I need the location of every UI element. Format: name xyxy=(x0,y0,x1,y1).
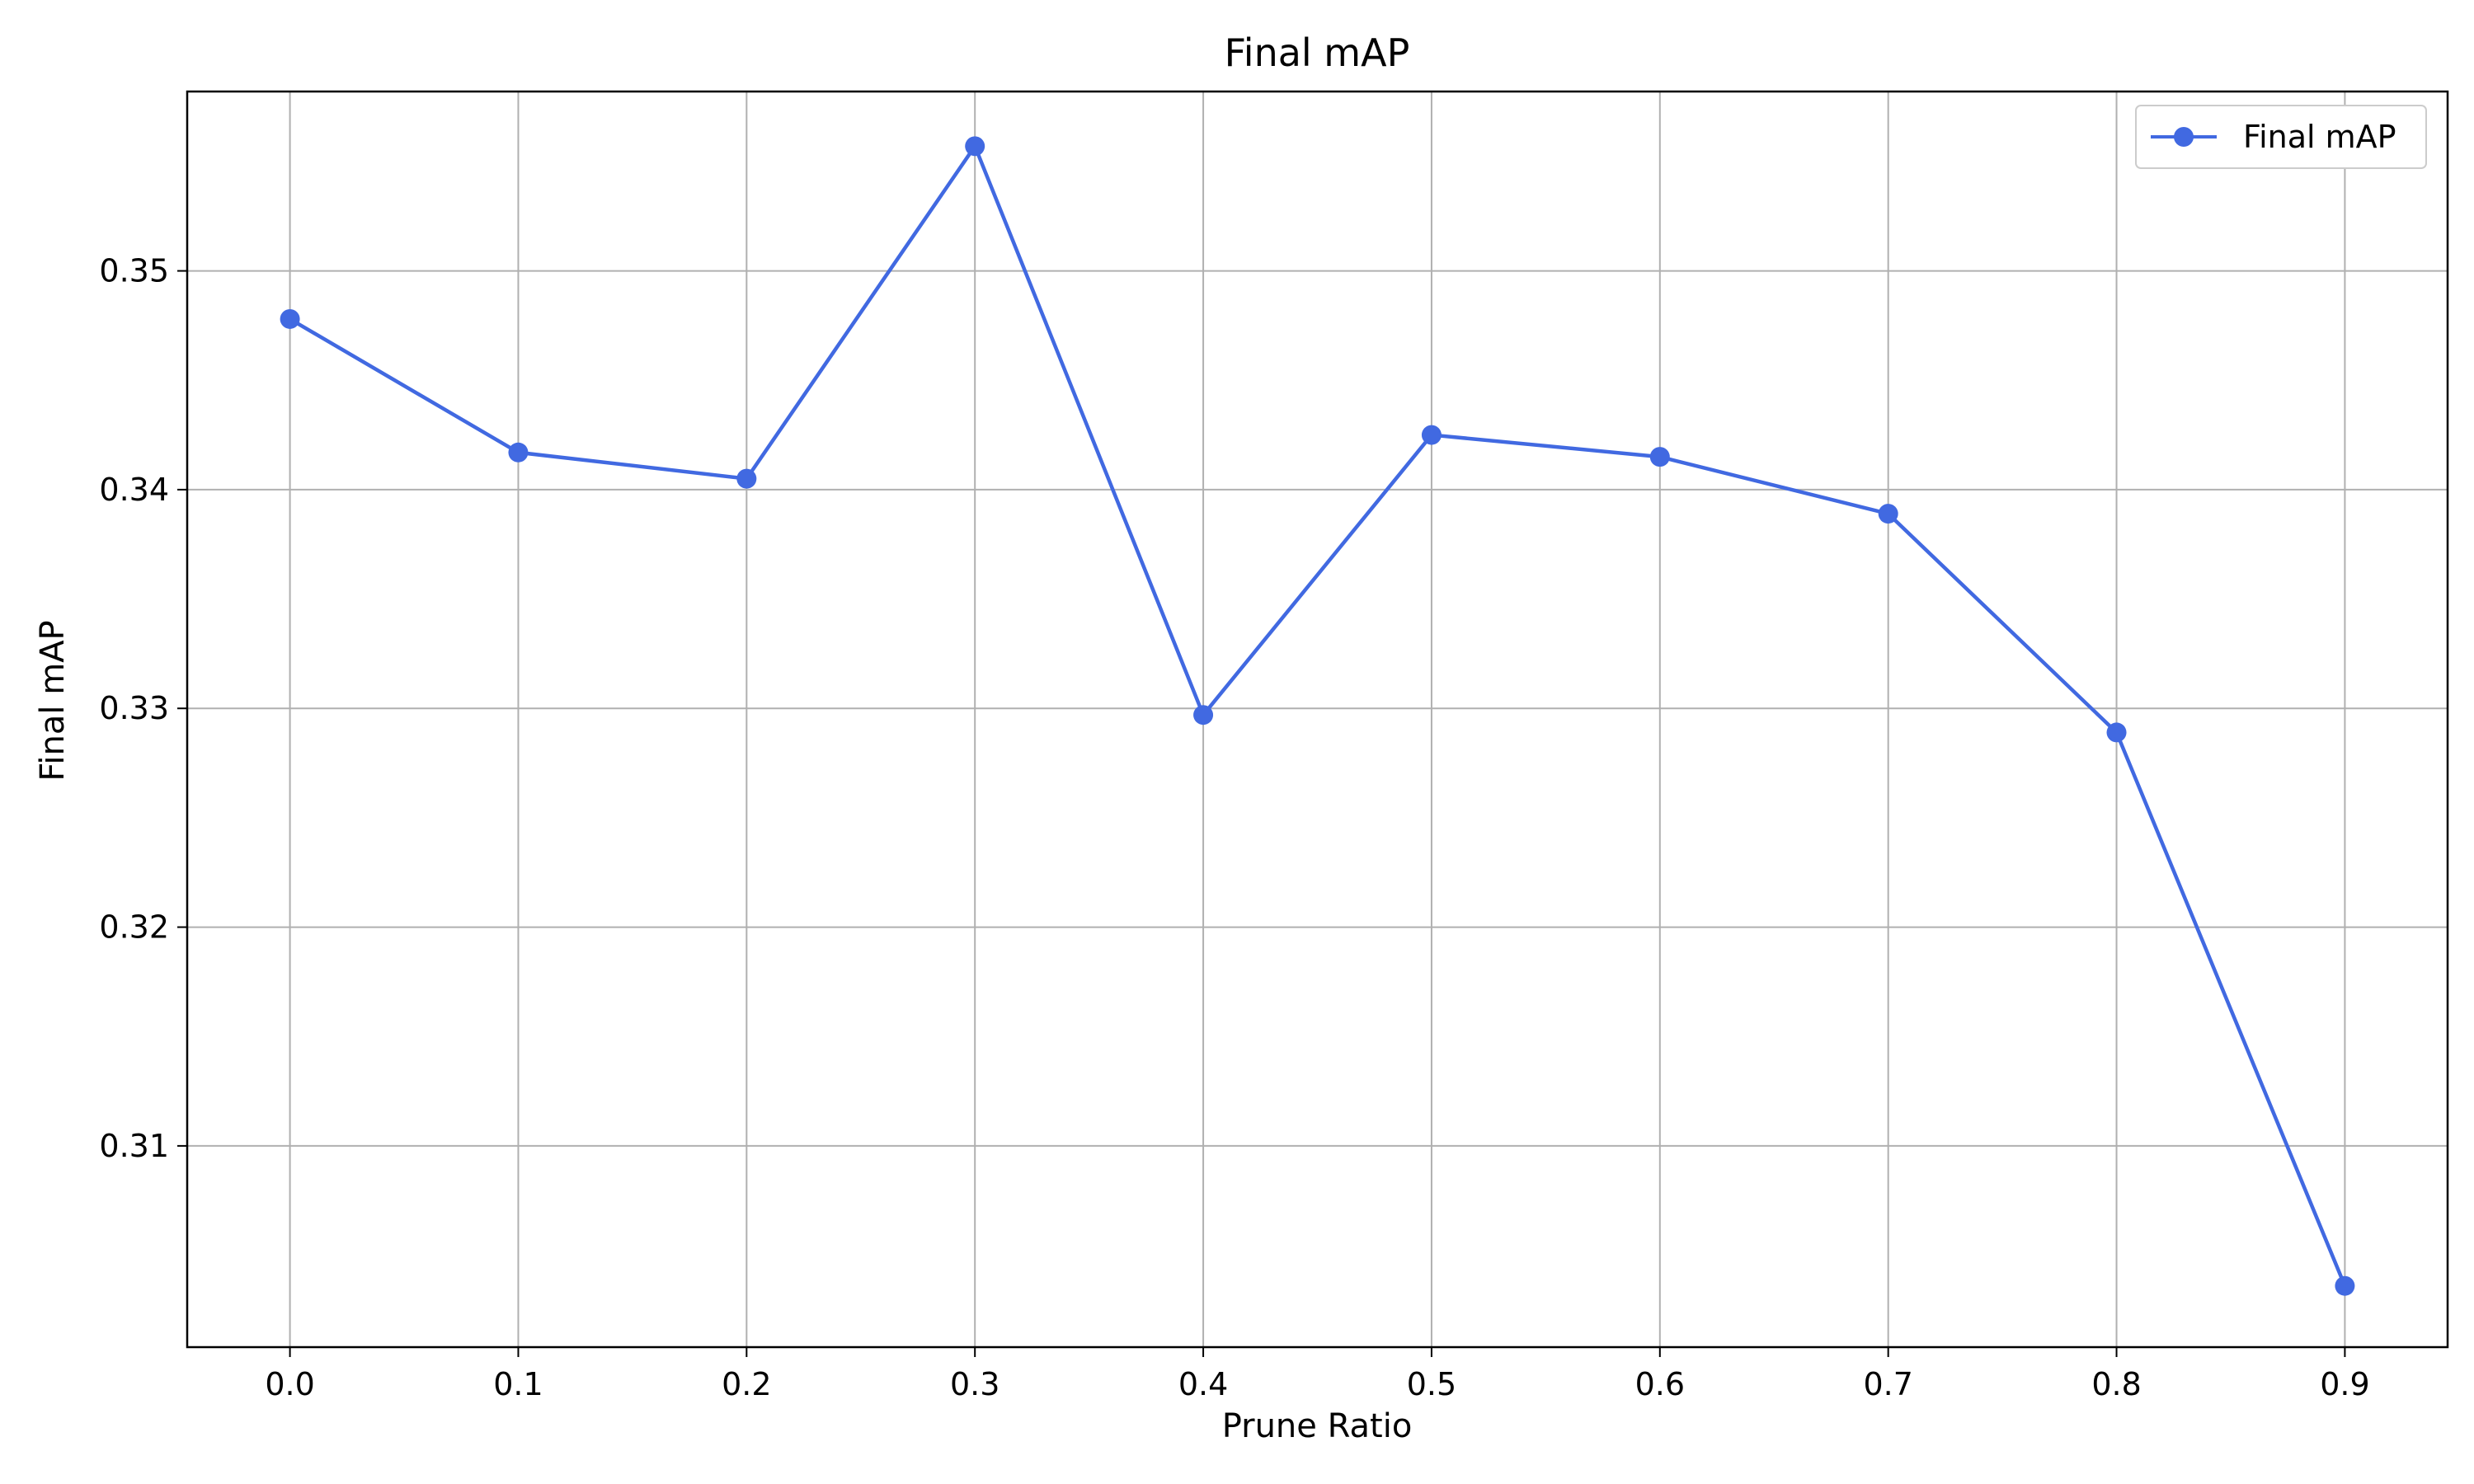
x-tick-label: 0.6 xyxy=(1635,1366,1685,1402)
data-point xyxy=(965,136,985,157)
x-tick-label: 0.7 xyxy=(1863,1366,1912,1402)
x-tick-label: 0.4 xyxy=(1178,1366,1228,1402)
data-point xyxy=(2106,722,2127,743)
x-tick-label: 0.9 xyxy=(2320,1366,2369,1402)
data-point xyxy=(736,468,757,489)
y-tick-label: 0.35 xyxy=(99,253,169,289)
x-tick-label: 0.5 xyxy=(1407,1366,1456,1402)
x-tick-label: 0.2 xyxy=(722,1366,771,1402)
legend-marker-swatch xyxy=(2174,127,2194,147)
y-tick-label: 0.33 xyxy=(99,690,169,726)
data-point xyxy=(508,442,529,463)
data-series xyxy=(280,136,2355,1296)
legend-label: Final mAP xyxy=(2243,119,2396,155)
x-tick-label: 0.3 xyxy=(950,1366,999,1402)
data-point xyxy=(2335,1275,2355,1296)
data-point xyxy=(1421,425,1442,445)
plot-frame xyxy=(186,90,2449,1349)
series-line xyxy=(289,144,2347,1287)
chart-title: Final mAP xyxy=(1225,31,1410,75)
x-tick-label: 0.8 xyxy=(2091,1366,2141,1402)
legend: Final mAP xyxy=(2135,105,2427,169)
x-tick-label: 0.1 xyxy=(493,1366,543,1402)
axes: 0.0 0.1 0.2 0.3 0.4 0.5 0.6 0.7 0.8 0.9 0.31 0.32 0.… xyxy=(99,90,2449,1402)
y-axis-label: Final mAP xyxy=(34,620,72,781)
x-tick-label: 0.0 xyxy=(265,1366,314,1402)
y-tick-label: 0.31 xyxy=(99,1128,169,1164)
legend-box xyxy=(2135,105,2427,169)
data-point xyxy=(280,308,300,329)
x-axis-label: Prune Ratio xyxy=(1222,1407,1413,1445)
data-point xyxy=(1878,504,1898,524)
axis-labels: Final mAP Prune Ratio Final mAP xyxy=(34,31,1412,1445)
data-point xyxy=(1649,447,1670,467)
y-tick-label: 0.34 xyxy=(99,472,169,508)
y-tick-label: 0.32 xyxy=(99,909,169,946)
data-point xyxy=(1193,705,1214,726)
